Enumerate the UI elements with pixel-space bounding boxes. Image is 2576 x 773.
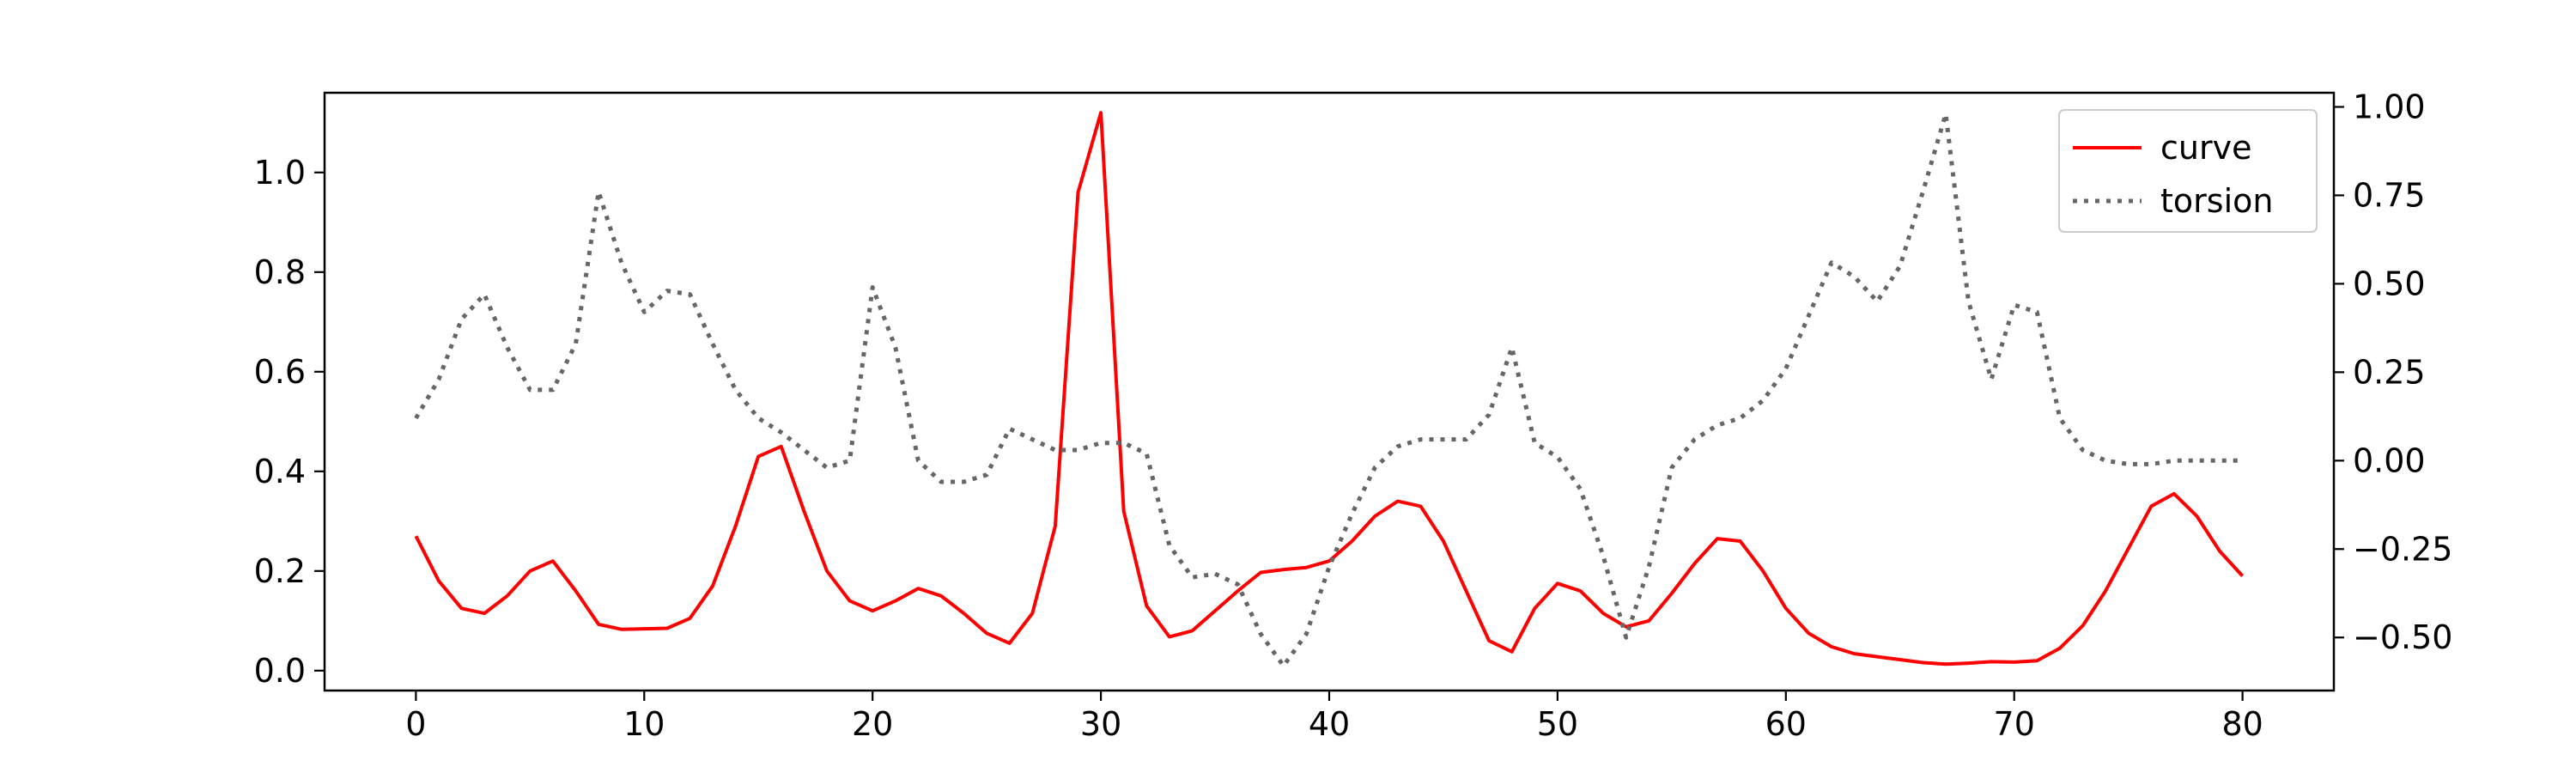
x-tick-label: 10 bbox=[623, 705, 665, 743]
y-right-tick-label: 0.00 bbox=[2353, 441, 2426, 479]
series-line-curve bbox=[414, 111, 2245, 666]
legend-label-curve: curve bbox=[2160, 129, 2251, 167]
y-right-tick-label: 0.75 bbox=[2353, 176, 2426, 214]
y-left-tick-label: 0.8 bbox=[254, 253, 306, 291]
x-axis: 0 10 20 30 40 50 60 70 80 bbox=[405, 691, 2263, 743]
y-right-tick-label: 0.50 bbox=[2353, 265, 2426, 302]
series-layer bbox=[414, 111, 2245, 668]
y-left-tick-label: 0.6 bbox=[254, 353, 306, 391]
x-tick-label: 20 bbox=[852, 705, 893, 743]
y-left-tick-label: 0.0 bbox=[254, 652, 306, 690]
legend: curve torsion bbox=[2058, 109, 2318, 233]
y-left-tick-label: 1.0 bbox=[254, 154, 306, 192]
y-right-tick-label: 1.00 bbox=[2353, 88, 2426, 125]
y-axis-right: −0.50 −0.25 0.00 0.25 0.50 0.75 1.00 bbox=[2334, 88, 2452, 656]
x-tick-label: 60 bbox=[1765, 705, 1807, 743]
x-tick-label: 30 bbox=[1080, 705, 1121, 743]
x-tick-label: 40 bbox=[1309, 705, 1350, 743]
y-right-tick-label: 0.25 bbox=[2353, 353, 2426, 391]
legend-label-torsion: torsion bbox=[2160, 182, 2273, 220]
y-left-tick-label: 0.4 bbox=[254, 453, 306, 490]
x-tick-label: 50 bbox=[1537, 705, 1578, 743]
y-right-tick-label: −0.50 bbox=[2353, 618, 2452, 656]
y-left-tick-label: 0.2 bbox=[254, 552, 306, 590]
x-tick-label: 80 bbox=[2221, 705, 2263, 743]
series-line-torsion bbox=[414, 112, 2243, 668]
legend-box bbox=[2058, 109, 2318, 233]
y-right-tick-label: −0.25 bbox=[2353, 530, 2452, 568]
y-axis-left: 0.0 0.2 0.4 0.6 0.8 1.0 bbox=[254, 154, 325, 690]
x-tick-label: 70 bbox=[1994, 705, 2035, 743]
x-tick-label: 0 bbox=[405, 705, 426, 743]
